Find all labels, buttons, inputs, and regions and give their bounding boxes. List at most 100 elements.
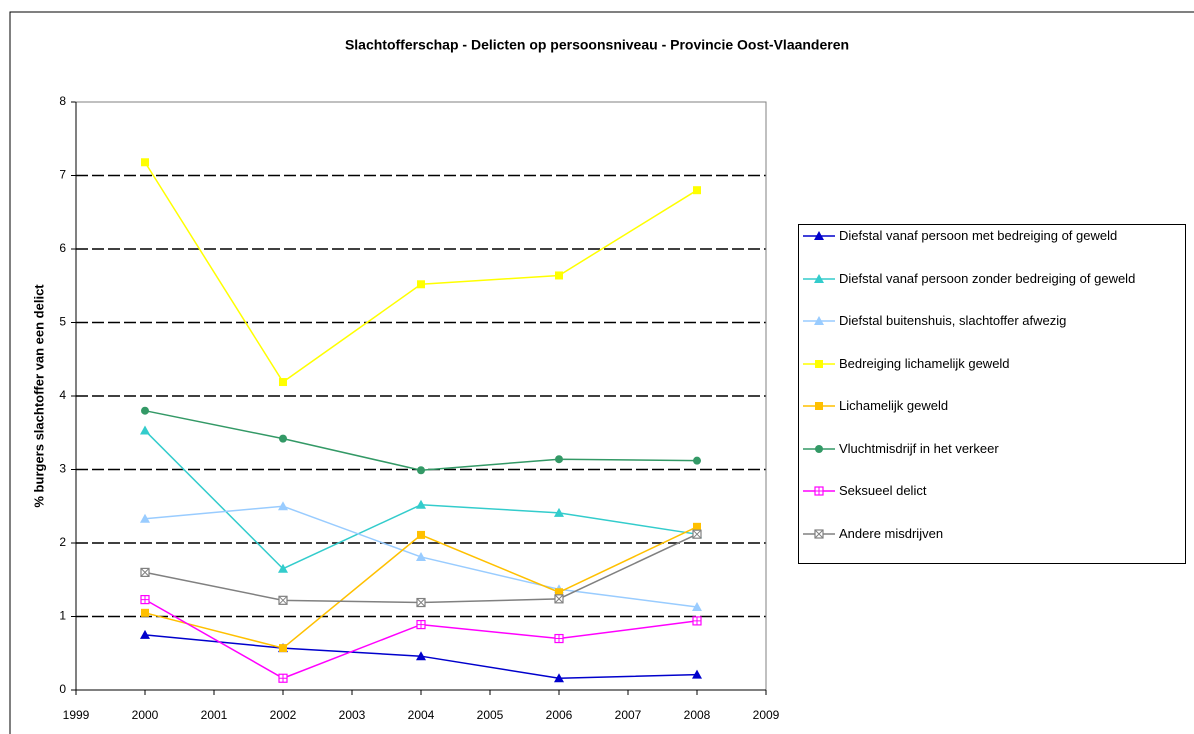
marker-shape (140, 513, 150, 523)
x-tick-label: 2002 (270, 708, 297, 722)
marker-shape (555, 455, 563, 464)
marker-shape (416, 499, 426, 509)
marker-shape (279, 378, 287, 387)
legend-swatch (803, 444, 835, 453)
marker-shape (278, 501, 288, 511)
marker-shape (692, 601, 702, 611)
marker (416, 597, 426, 608)
legend-item: Vluchtmisdrijf in het verkeer (799, 440, 1185, 483)
x-tick-label: 2009 (753, 708, 780, 722)
marker-shape (555, 271, 563, 280)
marker (141, 158, 149, 167)
marker (814, 273, 824, 283)
marker (555, 588, 563, 597)
marker-shape (278, 595, 288, 605)
legend-item: Diefstal buitenshuis, slachtoffer afwezi… (799, 312, 1185, 355)
marker-shape (815, 487, 823, 495)
marker-shape (814, 316, 824, 325)
marker (140, 425, 150, 435)
marker-shape (693, 522, 701, 531)
x-tick-label: 2003 (339, 708, 366, 722)
marker (692, 601, 702, 611)
marker (416, 499, 426, 509)
marker (815, 402, 823, 410)
marker (815, 444, 823, 453)
legend-label: Lichamelijk geweld (839, 398, 949, 413)
marker-shape (554, 507, 564, 517)
y-tick-label: 5 (59, 315, 66, 329)
y-tick-label: 8 (59, 94, 66, 108)
marker-shape (279, 434, 287, 443)
marker (554, 633, 564, 644)
marker-shape (140, 425, 150, 435)
marker-shape (417, 620, 425, 629)
marker-shape (555, 588, 563, 597)
marker-shape (693, 186, 701, 195)
marker-shape (815, 359, 823, 368)
marker (140, 594, 150, 605)
marker-shape (141, 608, 149, 617)
marker (814, 528, 824, 539)
marker-shape (417, 280, 425, 289)
x-tick-label: 2007 (615, 708, 642, 722)
legend-item: Diefstal vanaf persoon met bedreiging of… (799, 227, 1185, 270)
marker (554, 594, 564, 604)
y-tick-label: 1 (59, 609, 66, 623)
marker (693, 186, 701, 195)
marker (278, 501, 288, 511)
marker (554, 507, 564, 517)
marker (141, 608, 149, 617)
marker-shape (140, 629, 150, 639)
marker-shape (416, 598, 426, 607)
marker-shape (140, 568, 150, 577)
y-tick-label: 4 (59, 388, 66, 402)
legend-swatch (803, 486, 835, 496)
legend-label: Andere misdrijven (839, 525, 944, 541)
legend-item: Bedreiging lichamelijk geweld (799, 355, 1185, 398)
marker-shape (279, 674, 287, 683)
y-tick-label: 0 (59, 682, 66, 696)
legend-swatch (803, 273, 835, 283)
marker-shape (416, 551, 426, 561)
marker (814, 316, 824, 325)
x-tick-label: 2006 (546, 708, 573, 722)
marker (692, 669, 702, 679)
marker-shape (141, 595, 149, 604)
marker (417, 466, 425, 475)
marker (279, 434, 287, 443)
y-tick-label: 3 (59, 462, 66, 476)
marker-shape (141, 158, 149, 167)
y-tick-label: 6 (59, 241, 66, 255)
marker-shape (141, 406, 149, 415)
marker-shape (416, 651, 426, 661)
legend-item: Diefstal vanaf persoon zonder bedreiging… (799, 270, 1185, 313)
marker-shape (555, 634, 563, 643)
legend-label: Bedreiging lichamelijk geweld (839, 355, 1010, 371)
marker (416, 619, 426, 630)
marker (692, 616, 702, 626)
marker-shape (815, 444, 823, 453)
legend-swatch (803, 316, 835, 325)
x-tick-label: 2004 (408, 708, 435, 722)
marker-shape (554, 673, 564, 683)
marker (417, 280, 425, 289)
legend-item: Lichamelijk geweld (799, 397, 1185, 440)
marker-shape (554, 594, 564, 604)
legend-label: Seksueel delict (839, 483, 927, 498)
legend: Diefstal vanaf persoon met bedreiging of… (798, 224, 1186, 564)
marker-shape (279, 644, 287, 653)
x-tick-label: 2001 (201, 708, 228, 722)
marker (814, 486, 824, 496)
marker-shape (692, 669, 702, 679)
marker (693, 522, 701, 531)
marker-shape (417, 530, 425, 539)
x-tick-label: 2008 (684, 708, 711, 722)
legend-label: Diefstal buitenshuis, slachtoffer afwezi… (839, 313, 1067, 328)
marker-shape (692, 529, 702, 539)
y-axis-label: % burgers slachtoffer van een delict (31, 284, 46, 508)
marker (278, 563, 288, 573)
marker (279, 644, 287, 653)
y-tick-label: 7 (59, 168, 66, 182)
marker (416, 551, 426, 561)
